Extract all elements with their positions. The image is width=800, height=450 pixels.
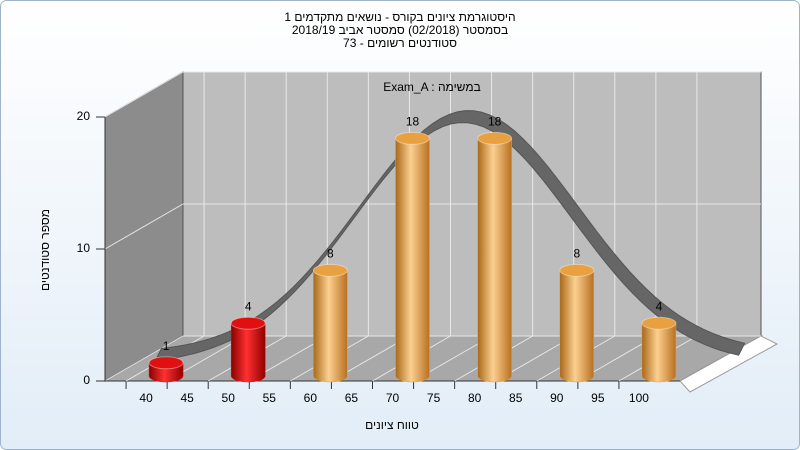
value-label: 4: [656, 299, 663, 313]
chart-title: סטודנטים רשומים - 73: [343, 36, 457, 50]
grid-line: [104, 203, 184, 250]
bar: [641, 322, 677, 383]
floor-edge: [679, 335, 779, 393]
chart-title: היסטוגרמת ציונים בקורס - נושאים מתקדמים …: [284, 10, 515, 24]
y-tick-label: 20: [77, 109, 91, 123]
bar: [395, 138, 430, 383]
x-tick-label: 90: [550, 391, 564, 405]
value-label: 1: [163, 339, 170, 353]
bar-top: [230, 316, 266, 330]
bar-top: [641, 316, 677, 330]
bar: [559, 270, 595, 383]
y-tick-label: 0: [83, 373, 90, 387]
normal-curve: [154, 110, 746, 362]
x-tick-label: 85: [509, 391, 523, 405]
x-tick-label: 80: [468, 391, 482, 405]
x-tick-label: 50: [222, 391, 236, 405]
value-label: 8: [573, 247, 580, 261]
bar-top: [395, 131, 430, 145]
bar: [230, 322, 266, 383]
x-tick-label: 55: [263, 391, 277, 405]
value-label: 4: [245, 299, 252, 313]
bar-top: [477, 131, 513, 145]
x-tick-label: 95: [591, 391, 605, 405]
value-label: 18: [488, 115, 502, 129]
x-tick-label: 45: [180, 391, 194, 405]
value-label: 8: [327, 247, 334, 261]
x-tick-label: 75: [427, 391, 441, 405]
bar-top: [148, 356, 184, 370]
x-axis-label: טווח ציונים: [365, 418, 419, 432]
y-tick-label: 10: [77, 241, 91, 255]
x-tick-label: 40: [139, 391, 153, 405]
x-tick-label: 100: [629, 391, 649, 405]
bar: [313, 270, 348, 383]
bar-top: [559, 263, 595, 277]
bar: [477, 138, 512, 383]
grid-line: [104, 335, 184, 382]
annotation: Exam_A : במשימה: [383, 80, 481, 94]
x-tick-label: 70: [386, 391, 400, 405]
chart-title: בסמסטר (02/2018) סמסטר אביב 2018/19: [292, 23, 508, 37]
x-tick-label: 65: [345, 391, 359, 405]
y-axis-label: מספר סטודנטים: [38, 209, 52, 291]
grid-line: [104, 71, 184, 118]
bar-top: [312, 263, 348, 277]
x-tick-label: 60: [304, 391, 318, 405]
value-label: 18: [406, 115, 420, 129]
